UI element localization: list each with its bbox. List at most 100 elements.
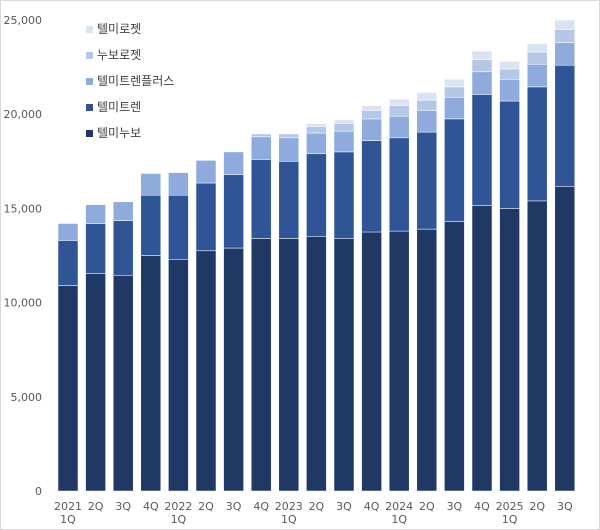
bar-segment xyxy=(416,228,438,492)
legend-swatch xyxy=(86,130,93,137)
y-tick-label: 20,000 xyxy=(4,108,43,121)
bar-segment xyxy=(416,131,438,230)
bar-segment xyxy=(278,133,300,139)
x-tick-label: 1Q xyxy=(281,513,297,526)
x-tick-label: 2Q xyxy=(419,500,435,513)
bar-segment xyxy=(306,123,327,127)
x-tick-label: 3Q xyxy=(336,500,352,513)
legend-swatch xyxy=(86,104,93,111)
bar-segment xyxy=(168,172,189,196)
legend-swatch xyxy=(86,26,93,33)
bar-segment xyxy=(554,42,576,66)
y-tick-label: 15,000 xyxy=(4,202,43,215)
bar-segment xyxy=(195,160,217,184)
x-tick-label: 4Q xyxy=(253,500,269,513)
bar-segment xyxy=(195,182,217,252)
bar-segment xyxy=(388,230,410,492)
bar-segment xyxy=(306,132,327,154)
x-tick-label: 4Q xyxy=(364,500,380,513)
bar-segment xyxy=(526,43,548,53)
bar-segment xyxy=(57,223,79,241)
x-tick-label: 2Q xyxy=(309,500,325,513)
bar-segment xyxy=(388,98,410,106)
bar-segment xyxy=(444,221,465,492)
y-tick-label: 0 xyxy=(35,485,42,498)
bar-segment xyxy=(57,240,79,286)
bar-segment xyxy=(250,159,272,239)
x-tick-label: 3Q xyxy=(115,500,131,513)
bar-segment xyxy=(85,223,106,274)
bar-segment xyxy=(306,236,327,492)
bar-segment xyxy=(444,96,465,120)
x-tick-label: 2Q xyxy=(88,500,104,513)
bar-segment xyxy=(333,123,355,132)
x-tick-label: 1Q xyxy=(60,513,76,526)
x-tick-label: 2022 xyxy=(164,500,192,513)
bar-segment xyxy=(278,238,300,492)
x-tick-label: 4Q xyxy=(474,500,490,513)
bar-segment xyxy=(471,59,493,73)
bar-segment xyxy=(388,105,410,117)
bar-segment xyxy=(112,220,134,276)
bar-segment xyxy=(57,285,79,492)
x-tick-label: 2024 xyxy=(385,500,413,513)
legend-label: 텔미트렌 xyxy=(97,100,141,114)
legend-swatch xyxy=(86,78,93,85)
bar-segment xyxy=(499,79,520,102)
x-tick-label: 2021 xyxy=(54,500,82,513)
x-tick-label: 4Q xyxy=(143,500,159,513)
bar-segment xyxy=(361,110,382,120)
bar-segment xyxy=(471,71,493,95)
bar-segment xyxy=(499,61,520,70)
bar-segment xyxy=(140,255,162,492)
bar-segment xyxy=(195,250,217,492)
bar-segment xyxy=(388,115,410,139)
bar-segment xyxy=(223,174,244,249)
bar-segment xyxy=(85,204,106,224)
y-axis: 0 5,000 10,000 15,000 20,000 25,000 xyxy=(4,14,43,498)
bar-segment xyxy=(444,79,465,88)
bar-segment xyxy=(85,273,106,492)
y-tick-label: 10,000 xyxy=(4,297,43,310)
bar-segment xyxy=(306,126,327,134)
bar-segment xyxy=(361,231,382,492)
x-tick-label: 2025 xyxy=(496,500,524,513)
bar-segment xyxy=(278,161,300,239)
bar-segment xyxy=(223,247,244,492)
bar-segment xyxy=(499,208,520,492)
bar-segment xyxy=(333,130,355,153)
bars xyxy=(57,19,576,492)
bar-segment xyxy=(471,94,493,206)
bar-segment xyxy=(112,275,134,492)
bar-segment xyxy=(526,200,548,492)
bar-segment xyxy=(168,194,189,260)
bar-segment xyxy=(361,118,382,141)
bar-segment xyxy=(278,137,300,162)
bar-segment xyxy=(471,50,493,60)
x-tick-label: 3Q xyxy=(557,500,573,513)
x-tick-label: 2Q xyxy=(529,500,545,513)
bar-segment xyxy=(526,51,548,65)
bar-segment xyxy=(250,136,272,160)
x-tick-label: 2Q xyxy=(198,500,214,513)
bar-segment xyxy=(361,140,382,233)
bar-segment xyxy=(554,29,576,43)
bar-segment xyxy=(416,99,438,111)
bar-segment xyxy=(333,238,355,492)
x-tick-label: 3Q xyxy=(447,500,463,513)
bar-segment xyxy=(444,86,465,98)
legend-label: 텔미누보 xyxy=(97,126,141,140)
bar-segment xyxy=(554,64,576,187)
bar-segment xyxy=(140,173,162,196)
bar-segment xyxy=(416,110,438,133)
x-tick-label: 1Q xyxy=(391,513,407,526)
x-tick-label: 1Q xyxy=(171,513,187,526)
bar-segment xyxy=(416,92,438,101)
bar-segment xyxy=(388,137,410,232)
x-tick-label: 3Q xyxy=(226,500,242,513)
bar-segment xyxy=(250,133,272,138)
bar-segment xyxy=(554,186,576,492)
